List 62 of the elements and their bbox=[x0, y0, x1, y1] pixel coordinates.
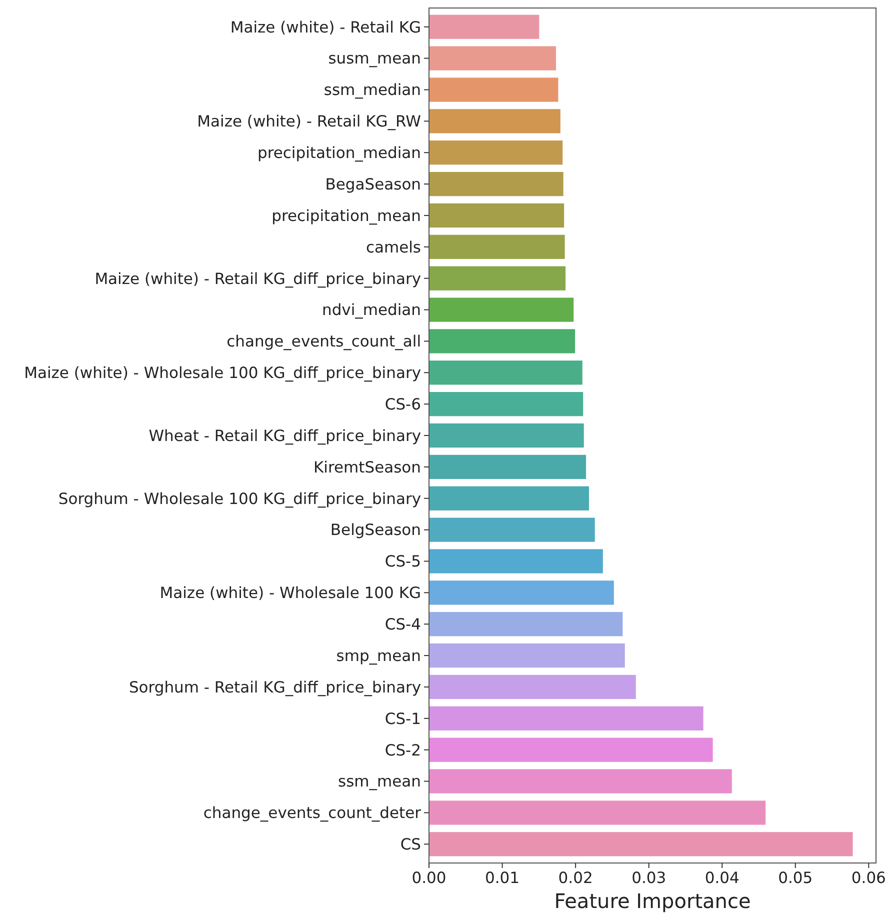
bar bbox=[428, 674, 637, 700]
bar bbox=[428, 328, 576, 354]
bar bbox=[428, 548, 604, 574]
bar bbox=[428, 454, 588, 480]
bar bbox=[428, 360, 584, 386]
y-tick-label: CS-5 bbox=[384, 552, 421, 571]
y-tick-label: CS-1 bbox=[384, 710, 421, 728]
bar bbox=[428, 422, 585, 449]
y-tick-label: precipitation_median bbox=[258, 144, 421, 162]
y-tick-label: change_events_count_all bbox=[226, 332, 421, 351]
bar bbox=[428, 705, 704, 732]
y-tick-label: Wheat - Retail KG_diff_price_binary bbox=[148, 426, 421, 445]
bar bbox=[428, 234, 566, 260]
x-tick-label: 0.02 bbox=[558, 869, 593, 887]
bar bbox=[428, 736, 714, 763]
bar bbox=[428, 76, 560, 103]
x-tick-label: 0.01 bbox=[485, 869, 520, 887]
y-tick-label: Maize (white) - Wholesale 100 KG bbox=[160, 584, 421, 602]
bar bbox=[428, 45, 558, 72]
y-tick-label: Maize (white) - Retail KG_RW bbox=[197, 112, 421, 131]
bar bbox=[428, 140, 564, 166]
bar bbox=[428, 265, 567, 292]
y-tick-label: change_events_count_deter bbox=[203, 804, 422, 822]
bar bbox=[428, 390, 584, 418]
bar bbox=[428, 580, 615, 606]
x-axis-title: Feature Importance bbox=[554, 889, 751, 913]
bar bbox=[428, 202, 566, 229]
y-tick-label: BegaSeason bbox=[325, 175, 421, 194]
bar bbox=[428, 642, 626, 669]
y-tick-label: ssm_mean bbox=[338, 772, 421, 791]
x-tick-label: 0.06 bbox=[851, 869, 886, 887]
y-tick-label: ndvi_median bbox=[322, 301, 421, 320]
y-tick-label: Maize (white) - Retail KG bbox=[230, 18, 421, 36]
y-tick-label: Sorghum - Retail KG_diff_price_binary bbox=[128, 678, 421, 696]
y-tick-label: camels bbox=[366, 238, 421, 256]
bar bbox=[428, 170, 564, 198]
y-tick-label: CS-2 bbox=[384, 741, 421, 760]
y-tick-label: CS-4 bbox=[384, 616, 421, 634]
bar bbox=[428, 485, 590, 512]
bar bbox=[428, 516, 596, 543]
bar bbox=[428, 296, 575, 323]
bar bbox=[428, 831, 854, 858]
y-tick-label: precipitation_mean bbox=[272, 206, 421, 225]
bar bbox=[428, 611, 624, 638]
x-tick-label: 0.00 bbox=[412, 869, 446, 887]
y-tick-label: ssm_median bbox=[324, 81, 421, 100]
x-tick-label: 0.04 bbox=[704, 869, 740, 887]
y-tick-label: Maize (white) - Wholesale 100 KG_diff_price_binary bbox=[24, 364, 421, 382]
y-tick-label: CS bbox=[400, 836, 421, 854]
y-tick-label: CS-6 bbox=[384, 395, 421, 414]
bar bbox=[428, 768, 733, 794]
bar bbox=[428, 800, 767, 826]
y-tick-label: BelgSeason bbox=[330, 521, 421, 540]
bar bbox=[428, 14, 540, 40]
y-tick-label: Sorghum - Wholesale 100 KG_diff_price_binary bbox=[58, 490, 421, 508]
y-tick-label: KiremtSeason bbox=[314, 458, 421, 476]
y-tick-label: smp_mean bbox=[336, 646, 421, 665]
bar bbox=[428, 108, 562, 134]
y-tick-label: susm_mean bbox=[328, 50, 421, 68]
x-tick-label: 0.03 bbox=[632, 869, 666, 887]
y-tick-label: Maize (white) - Retail KG_diff_price_binary bbox=[94, 270, 421, 288]
x-tick-label: 0.05 bbox=[778, 869, 813, 887]
